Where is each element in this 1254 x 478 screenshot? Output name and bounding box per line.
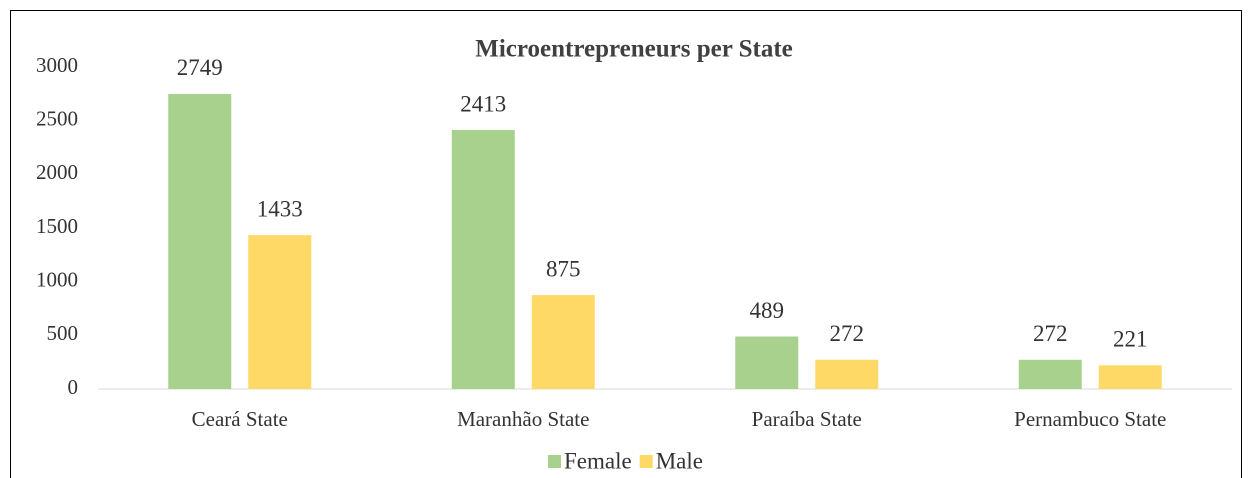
y-tick-label: 1500 <box>36 214 78 238</box>
data-label: 2413 <box>460 91 506 116</box>
legend-swatch <box>639 455 653 468</box>
data-label: 2749 <box>177 55 223 80</box>
x-tick-label: Paraíba State <box>752 407 862 431</box>
data-label: 272 <box>830 321 865 346</box>
y-tick-label: 1000 <box>36 267 78 291</box>
y-tick-label: 2500 <box>36 106 78 130</box>
frame <box>10 10 1242 478</box>
bar <box>531 295 595 389</box>
bar <box>1098 365 1162 389</box>
data-label: 272 <box>1033 321 1068 346</box>
legend-label: Male <box>656 448 703 473</box>
bar <box>168 93 232 389</box>
legend-label: Female <box>564 448 632 473</box>
data-label: 489 <box>750 298 785 323</box>
bar <box>735 336 799 389</box>
y-tick-label: 3000 <box>36 53 78 77</box>
data-label: 221 <box>1113 327 1148 352</box>
bar <box>1018 359 1082 389</box>
y-tick-label: 500 <box>47 321 79 345</box>
data-label: 875 <box>546 256 581 281</box>
x-tick-label: Maranhão State <box>457 407 589 431</box>
bar <box>815 359 879 389</box>
x-tick-label: Pernambuco State <box>1014 407 1166 431</box>
y-tick-label: 2000 <box>36 160 78 184</box>
data-label: 1433 <box>257 196 303 221</box>
bar <box>248 235 312 389</box>
legend-swatch <box>548 455 561 468</box>
x-tick-label: Ceará State <box>192 407 288 431</box>
chart-title: Microentrepreneurs per State <box>475 36 793 63</box>
bar <box>451 130 515 389</box>
y-tick-label: 0 <box>68 375 79 399</box>
